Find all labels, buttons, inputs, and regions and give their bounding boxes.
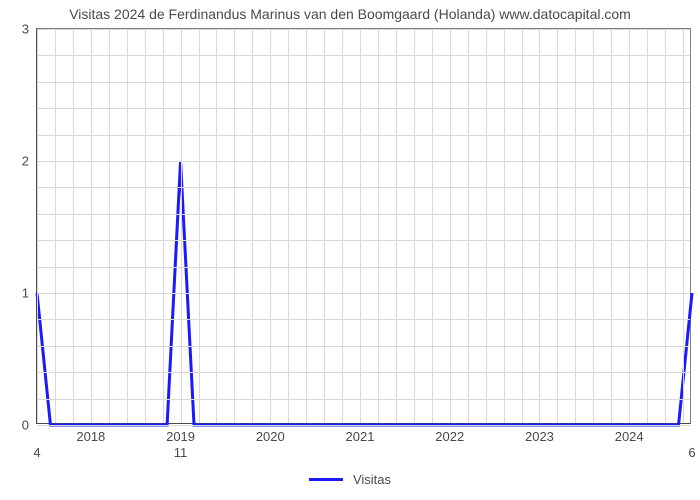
grid-line-v-minor <box>252 29 253 423</box>
grid-line-h-major <box>37 29 690 30</box>
grid-line-h-major <box>37 161 690 162</box>
secondary-x-label: 4 <box>33 445 40 460</box>
grid-line-v-minor <box>306 29 307 423</box>
grid-line-h-minor <box>37 187 690 188</box>
legend: Visitas <box>0 472 700 487</box>
grid-line-h-minor <box>37 267 690 268</box>
grid-line-v-major <box>450 29 451 423</box>
chart-title: Visitas 2024 de Ferdinandus Marinus van … <box>0 6 700 22</box>
grid-line-v-major <box>181 29 182 423</box>
x-tick-label: 2022 <box>435 429 464 444</box>
grid-line-v-minor <box>109 29 110 423</box>
x-tick-label: 2018 <box>76 429 105 444</box>
grid-line-v-major <box>270 29 271 423</box>
grid-line-v-minor <box>324 29 325 423</box>
grid-line-h-minor <box>37 214 690 215</box>
x-tick-label: 2019 <box>166 429 195 444</box>
grid-line-v-minor <box>396 29 397 423</box>
grid-line-v-minor <box>145 29 146 423</box>
grid-line-v-minor <box>342 29 343 423</box>
secondary-x-label: 6 <box>688 445 695 460</box>
plot-area: 012320182019202020212022202320244116 <box>36 28 691 424</box>
grid-line-v-major <box>360 29 361 423</box>
grid-line-v-minor <box>647 29 648 423</box>
grid-line-v-minor <box>468 29 469 423</box>
grid-line-v-minor <box>414 29 415 423</box>
x-tick-label: 2024 <box>615 429 644 444</box>
x-tick-label: 2021 <box>346 429 375 444</box>
grid-line-v-minor <box>522 29 523 423</box>
grid-line-v-minor <box>163 29 164 423</box>
legend-label: Visitas <box>353 472 391 487</box>
grid-line-h-minor <box>37 55 690 56</box>
grid-line-v-minor <box>216 29 217 423</box>
grid-line-v-minor <box>37 29 38 423</box>
grid-line-h-minor <box>37 372 690 373</box>
grid-line-h-minor <box>37 319 690 320</box>
grid-line-v-minor <box>127 29 128 423</box>
y-tick-label: 1 <box>22 286 29 301</box>
grid-line-h-minor <box>37 108 690 109</box>
legend-swatch <box>309 478 343 481</box>
grid-line-v-minor <box>557 29 558 423</box>
x-tick-label: 2020 <box>256 429 285 444</box>
y-tick-label: 0 <box>22 418 29 433</box>
grid-line-v-minor <box>593 29 594 423</box>
grid-line-h-minor <box>37 346 690 347</box>
grid-line-v-minor <box>683 29 684 423</box>
secondary-x-label: 11 <box>174 445 188 460</box>
grid-line-v-major <box>91 29 92 423</box>
grid-line-v-minor <box>629 29 630 423</box>
grid-line-h-minor <box>37 135 690 136</box>
grid-line-v-minor <box>611 29 612 423</box>
grid-line-v-minor <box>55 29 56 423</box>
grid-line-v-minor <box>199 29 200 423</box>
grid-line-v-major <box>539 29 540 423</box>
grid-line-h-major <box>37 425 690 426</box>
grid-line-v-minor <box>575 29 576 423</box>
grid-line-h-minor <box>37 399 690 400</box>
grid-line-v-minor <box>288 29 289 423</box>
chart-container: Visitas 2024 de Ferdinandus Marinus van … <box>0 0 700 500</box>
grid-line-h-major <box>37 293 690 294</box>
grid-line-v-minor <box>432 29 433 423</box>
x-tick-label: 2023 <box>525 429 554 444</box>
grid-line-h-minor <box>37 240 690 241</box>
grid-line-v-minor <box>378 29 379 423</box>
y-tick-label: 2 <box>22 154 29 169</box>
grid-line-v-minor <box>665 29 666 423</box>
grid-line-h-minor <box>37 82 690 83</box>
grid-line-v-minor <box>504 29 505 423</box>
grid-line-v-minor <box>73 29 74 423</box>
grid-line-v-minor <box>486 29 487 423</box>
y-tick-label: 3 <box>22 22 29 37</box>
grid-line-v-minor <box>234 29 235 423</box>
